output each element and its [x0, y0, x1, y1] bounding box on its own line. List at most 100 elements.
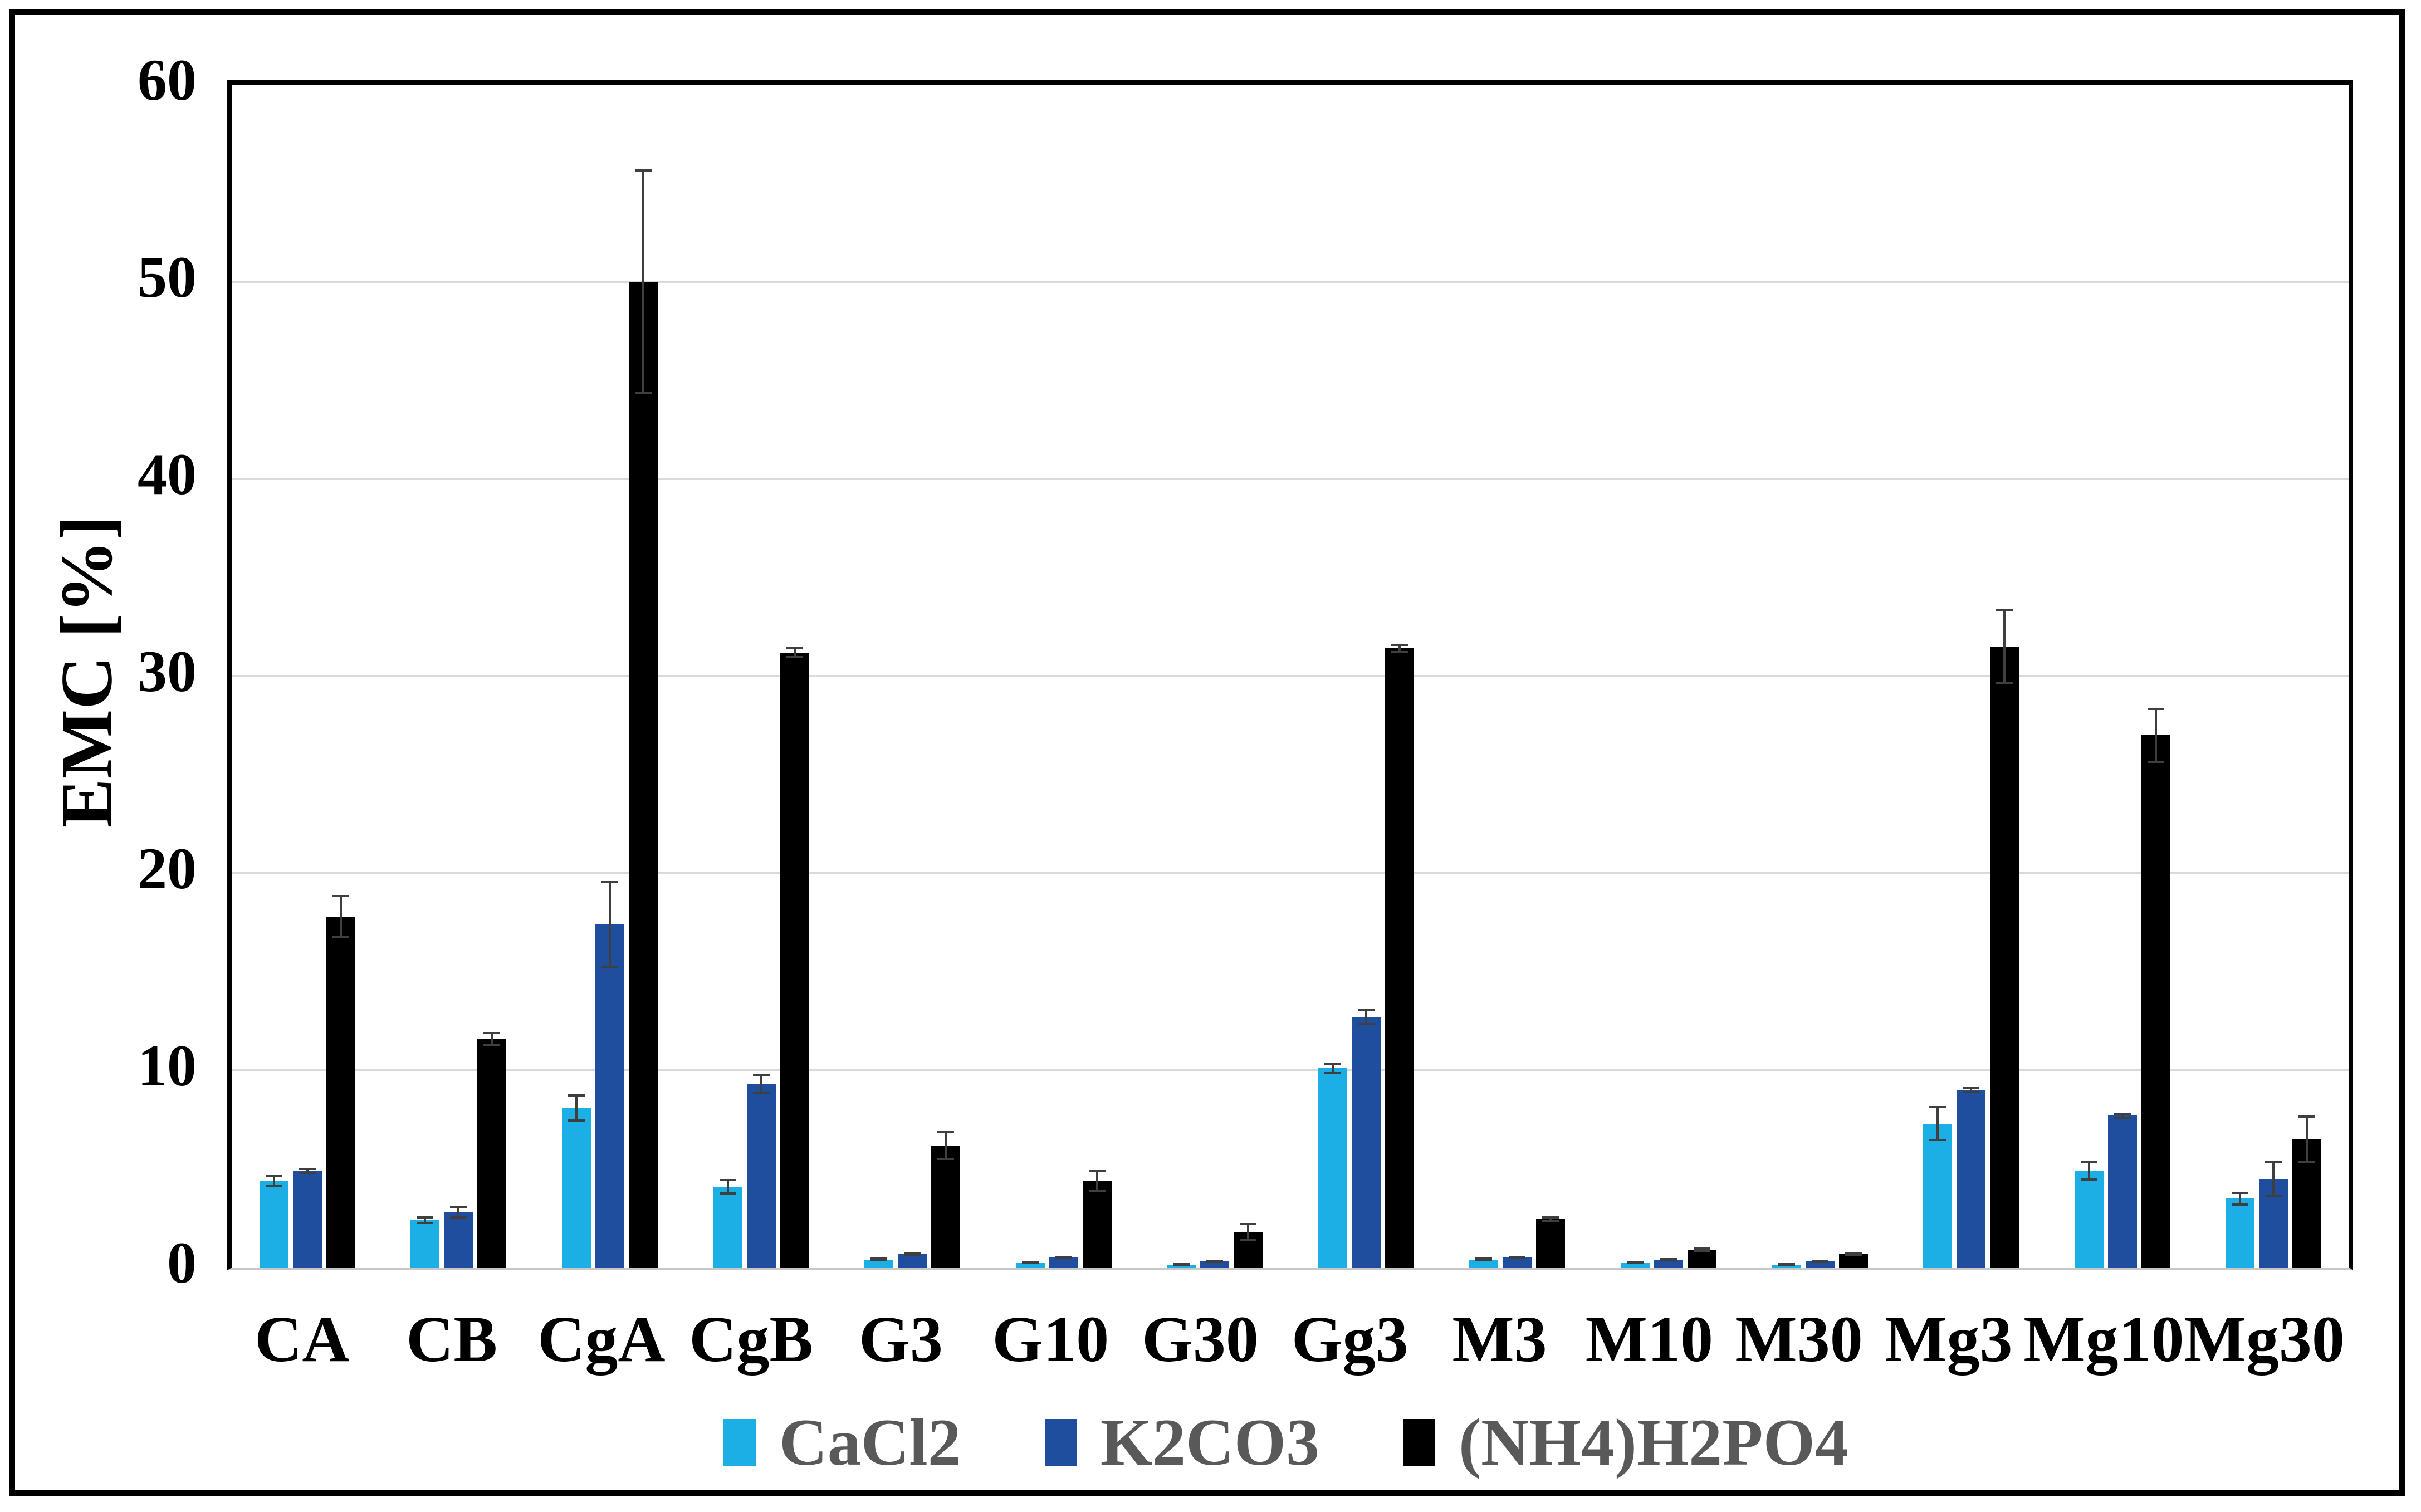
error-bar-cap-bottom — [299, 1171, 316, 1174]
bar-group-Mg30 — [2198, 85, 2350, 1268]
error-bar-cap-bottom — [786, 656, 803, 659]
error-bar-cap-bottom — [719, 1192, 736, 1195]
error-bar-cap-bottom — [1845, 1253, 1862, 1256]
bar-Mg3-(NH4)H2PO4 — [1990, 646, 2019, 1268]
y-tick-label-20: 20 — [138, 836, 197, 901]
bar-slot-CA-CaCl2 — [259, 85, 288, 1268]
error-bar-Gg3-CaCl2 — [1324, 1062, 1341, 1075]
bar-G10-(NH4)H2PO4 — [1082, 1181, 1112, 1268]
error-bar-cap-bottom — [1996, 682, 2013, 684]
error-bar-cap-bottom — [1693, 1250, 1710, 1252]
bar-slot-G10-CaCl2 — [1015, 85, 1045, 1268]
x-category-label-CB: CB — [406, 1303, 498, 1376]
error-bar-CgB-CaCl2 — [719, 1178, 736, 1195]
bar-Mg3-K2CO3 — [1957, 1090, 1986, 1268]
error-bar-cap-top — [719, 1178, 736, 1181]
error-bar-cap-bottom — [1509, 1257, 1526, 1260]
legend-label: K2CO3 — [1100, 1405, 1320, 1479]
error-bar-cap-top — [2114, 1113, 2131, 1115]
bar-CgA-CaCl2 — [561, 1108, 591, 1268]
bar-M30-CaCl2 — [1772, 1264, 1801, 1268]
bar-M10-K2CO3 — [1654, 1259, 1683, 1268]
bar-CA-K2CO3 — [292, 1171, 322, 1268]
y-tick-label-40: 40 — [138, 442, 197, 507]
error-bar-cap-top — [2265, 1161, 2282, 1163]
error-bar-cap-top — [1996, 609, 2013, 611]
y-tick-label-30: 30 — [138, 639, 197, 704]
error-bar-cap-bottom — [634, 392, 652, 394]
error-bar-M3-CaCl2 — [1475, 1257, 1493, 1262]
bar-slot-Mg3-(NH4)H2PO4 — [1990, 85, 2019, 1268]
error-bar-cap-bottom — [1778, 1263, 1795, 1266]
error-bar-cap-bottom — [2298, 1161, 2316, 1163]
error-bar-cap-bottom — [1542, 1220, 1559, 1222]
error-bar-cap-bottom — [1660, 1259, 1677, 1261]
bar-slot-G10-(NH4)H2PO4 — [1082, 85, 1112, 1268]
bar-G10-CaCl2 — [1015, 1263, 1045, 1268]
error-bar-cap-top — [1088, 1170, 1106, 1172]
error-bar-CgA-CaCl2 — [568, 1094, 585, 1122]
error-bar-cap-bottom — [904, 1253, 921, 1256]
error-bar-Mg10-CaCl2 — [2080, 1161, 2097, 1181]
error-bar-cap-top — [1963, 1087, 1980, 1090]
legend-swatch-CaCl2 — [723, 1419, 756, 1466]
error-bar-cap-top — [568, 1094, 585, 1097]
error-bar-cap-top — [752, 1074, 770, 1077]
bar-M10-(NH4)H2PO4 — [1687, 1250, 1716, 1268]
error-bar-CgB-(NH4)H2PO4 — [786, 646, 803, 659]
error-bar-Gg3-(NH4)H2PO4 — [1391, 643, 1408, 654]
error-bar-CB-K2CO3 — [450, 1206, 467, 1219]
bar-slot-Mg30-(NH4)H2PO4 — [2292, 85, 2322, 1268]
error-bar-cap-bottom — [752, 1092, 770, 1094]
bar-CB-(NH4)H2PO4 — [477, 1039, 507, 1268]
error-bar-cap-top — [2080, 1161, 2097, 1163]
bar-G30-CaCl2 — [1167, 1264, 1196, 1268]
y-tick-label-10: 10 — [138, 1033, 197, 1098]
x-category-label-Mg10: Mg10 — [2023, 1303, 2184, 1376]
bar-slot-M30-CaCl2 — [1772, 85, 1801, 1268]
error-bar-cap-bottom — [1811, 1261, 1828, 1264]
error-bar-Mg10-(NH4)H2PO4 — [2147, 707, 2164, 763]
bar-G3-K2CO3 — [898, 1254, 927, 1268]
error-bar-cap-bottom — [1021, 1261, 1039, 1264]
bar-slot-G3-CaCl2 — [864, 85, 894, 1268]
error-bar-G3-CaCl2 — [870, 1257, 888, 1262]
bar-slot-M30-K2CO3 — [1805, 85, 1835, 1268]
bar-Mg30-CaCl2 — [2226, 1198, 2255, 1268]
error-bar-cap-bottom — [601, 965, 618, 968]
bar-slot-G3-K2CO3 — [898, 85, 927, 1268]
bar-slot-M10-(NH4)H2PO4 — [1687, 85, 1716, 1268]
x-category-label-Mg3: Mg3 — [1885, 1303, 2013, 1376]
bar-slot-CB-K2CO3 — [444, 85, 473, 1268]
x-category-label-M30: M30 — [1735, 1303, 1863, 1376]
bar-slot-M30-(NH4)H2PO4 — [1838, 85, 1868, 1268]
error-bar-cap-top — [634, 169, 652, 172]
x-category-label-CA: CA — [255, 1303, 350, 1376]
error-bar-Mg30-K2CO3 — [2265, 1161, 2282, 1197]
bar-CB-K2CO3 — [444, 1212, 473, 1268]
error-bar-cap-top — [1324, 1062, 1341, 1065]
bar-CgB-K2CO3 — [746, 1084, 776, 1268]
bar-CA-CaCl2 — [259, 1181, 288, 1268]
error-bar-M10-CaCl2 — [1626, 1261, 1644, 1264]
bar-Gg3-K2CO3 — [1351, 1017, 1381, 1268]
error-bar-M10-K2CO3 — [1660, 1258, 1677, 1261]
error-bar-cap-bottom — [568, 1119, 585, 1122]
error-bar-M3-(NH4)H2PO4 — [1542, 1216, 1559, 1222]
legend: CaCl2 K2CO3 (NH4)H2PO4 — [227, 1395, 2345, 1490]
error-bar-CgA-K2CO3 — [601, 881, 618, 968]
error-bar-M10-(NH4)H2PO4 — [1693, 1247, 1710, 1252]
x-category-label-Mg30: Mg30 — [2184, 1303, 2345, 1376]
x-category-label-CgA: CgA — [537, 1303, 666, 1376]
error-bar-CA-K2CO3 — [299, 1168, 316, 1174]
bar-slot-CgA-(NH4)H2PO4 — [628, 85, 658, 1268]
error-bar-cap-top — [2232, 1191, 2249, 1194]
x-category-label-G3: G3 — [859, 1303, 943, 1376]
error-bar-G10-K2CO3 — [1055, 1256, 1072, 1260]
bar-G10-K2CO3 — [1049, 1257, 1078, 1268]
error-bar-cap-top — [1240, 1223, 1257, 1226]
error-bar-CB-(NH4)H2PO4 — [483, 1031, 501, 1046]
error-bar-cap-bottom — [1357, 1022, 1375, 1025]
bar-slot-CB-(NH4)H2PO4 — [477, 85, 507, 1268]
